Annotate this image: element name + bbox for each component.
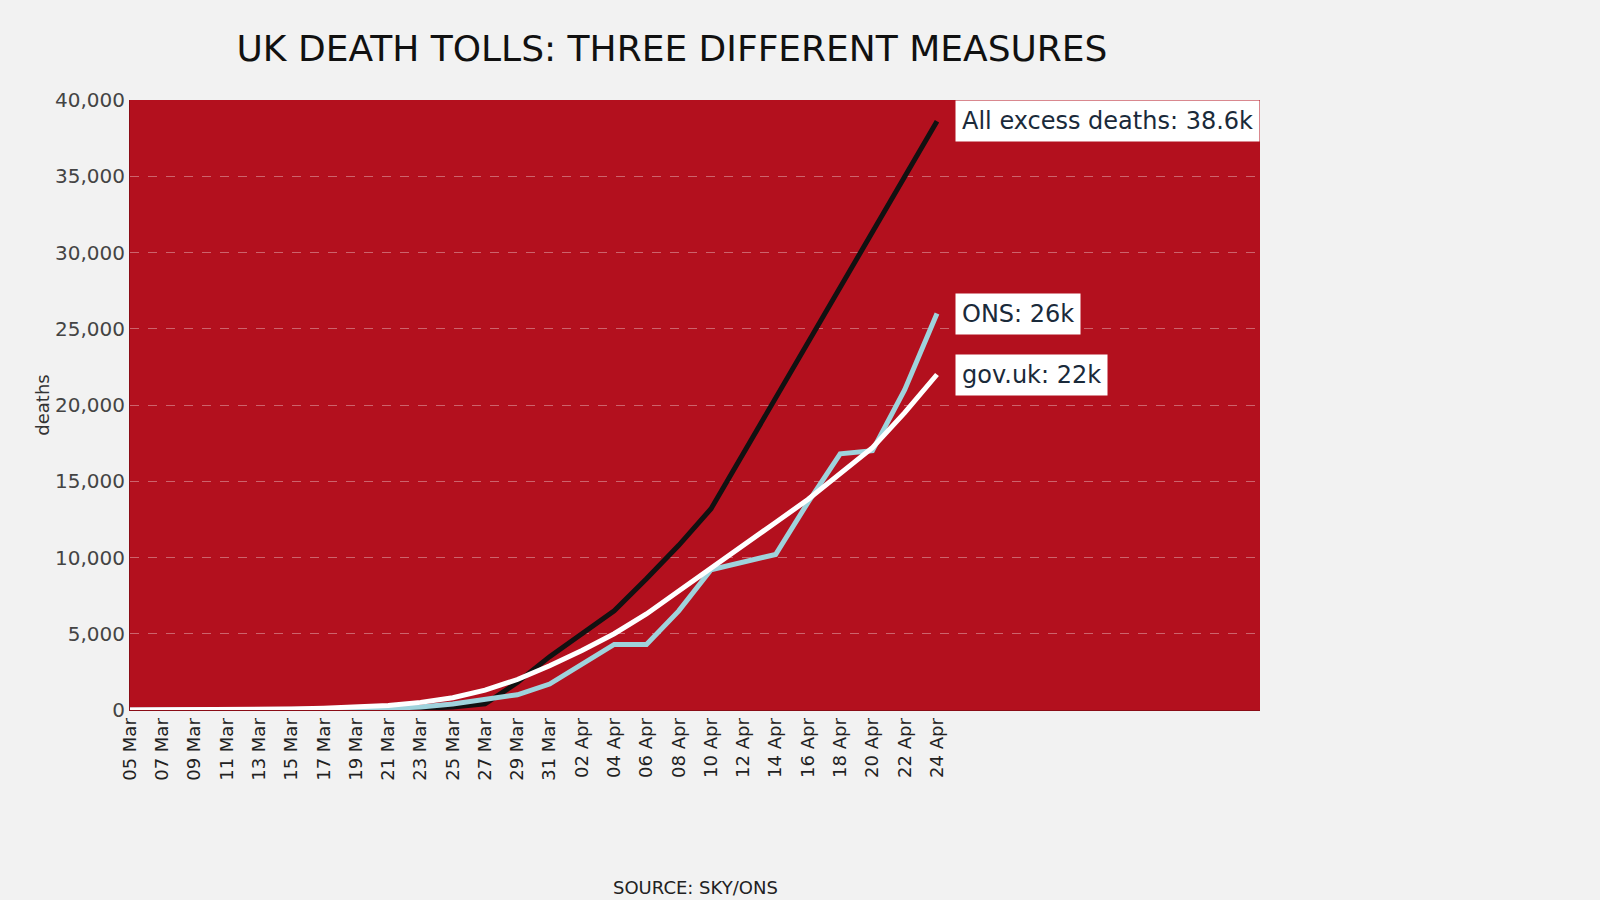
svg-text:20,000: 20,000: [55, 393, 125, 417]
svg-text:All excess deaths: 38.6k: All excess deaths: 38.6k: [962, 107, 1253, 135]
svg-text:UK DEATH TOLLS: THREE DIFFEREN: UK DEATH TOLLS: THREE DIFFERENT MEASURES: [237, 28, 1108, 69]
svg-text:0: 0: [112, 698, 125, 722]
svg-text:23 Mar: 23 Mar: [409, 718, 430, 781]
svg-text:SOURCE: SKY/ONS: SOURCE: SKY/ONS: [613, 877, 778, 898]
svg-text:12 Apr: 12 Apr: [732, 718, 753, 778]
svg-text:31 Mar: 31 Mar: [538, 718, 559, 781]
svg-text:15 Mar: 15 Mar: [280, 718, 301, 781]
svg-text:02 Apr: 02 Apr: [571, 718, 592, 778]
svg-text:25,000: 25,000: [55, 317, 125, 341]
svg-text:29 Mar: 29 Mar: [506, 718, 527, 781]
svg-text:05 Mar: 05 Mar: [119, 718, 140, 781]
svg-text:20 Apr: 20 Apr: [861, 718, 882, 778]
svg-text:ONS: 26k: ONS: 26k: [962, 300, 1074, 328]
svg-text:10 Apr: 10 Apr: [700, 718, 721, 778]
svg-text:17 Mar: 17 Mar: [313, 718, 334, 781]
svg-text:40,000: 40,000: [55, 88, 125, 112]
svg-text:30,000: 30,000: [55, 241, 125, 265]
svg-text:21 Mar: 21 Mar: [377, 718, 398, 781]
svg-text:27 Mar: 27 Mar: [474, 718, 495, 781]
svg-text:19 Mar: 19 Mar: [345, 718, 366, 781]
svg-text:22 Apr: 22 Apr: [894, 718, 915, 778]
svg-text:11 Mar: 11 Mar: [216, 718, 237, 781]
svg-text:5,000: 5,000: [68, 622, 125, 646]
svg-text:08 Apr: 08 Apr: [668, 718, 689, 778]
svg-text:14 Apr: 14 Apr: [764, 718, 785, 778]
svg-text:09 Mar: 09 Mar: [183, 718, 204, 781]
svg-text:04 Apr: 04 Apr: [603, 718, 624, 778]
svg-text:13 Mar: 13 Mar: [248, 718, 269, 781]
svg-text:24 Apr: 24 Apr: [926, 718, 947, 778]
svg-text:10,000: 10,000: [55, 546, 125, 570]
svg-text:16 Apr: 16 Apr: [797, 718, 818, 778]
svg-text:25 Mar: 25 Mar: [442, 718, 463, 781]
svg-text:deaths: deaths: [32, 374, 53, 435]
svg-text:07 Mar: 07 Mar: [151, 718, 172, 781]
svg-text:06 Apr: 06 Apr: [635, 718, 656, 778]
svg-text:35,000: 35,000: [55, 164, 125, 188]
svg-text:15,000: 15,000: [55, 469, 125, 493]
svg-text:gov.uk: 22k: gov.uk: 22k: [962, 361, 1101, 389]
svg-text:18 Apr: 18 Apr: [829, 718, 850, 778]
